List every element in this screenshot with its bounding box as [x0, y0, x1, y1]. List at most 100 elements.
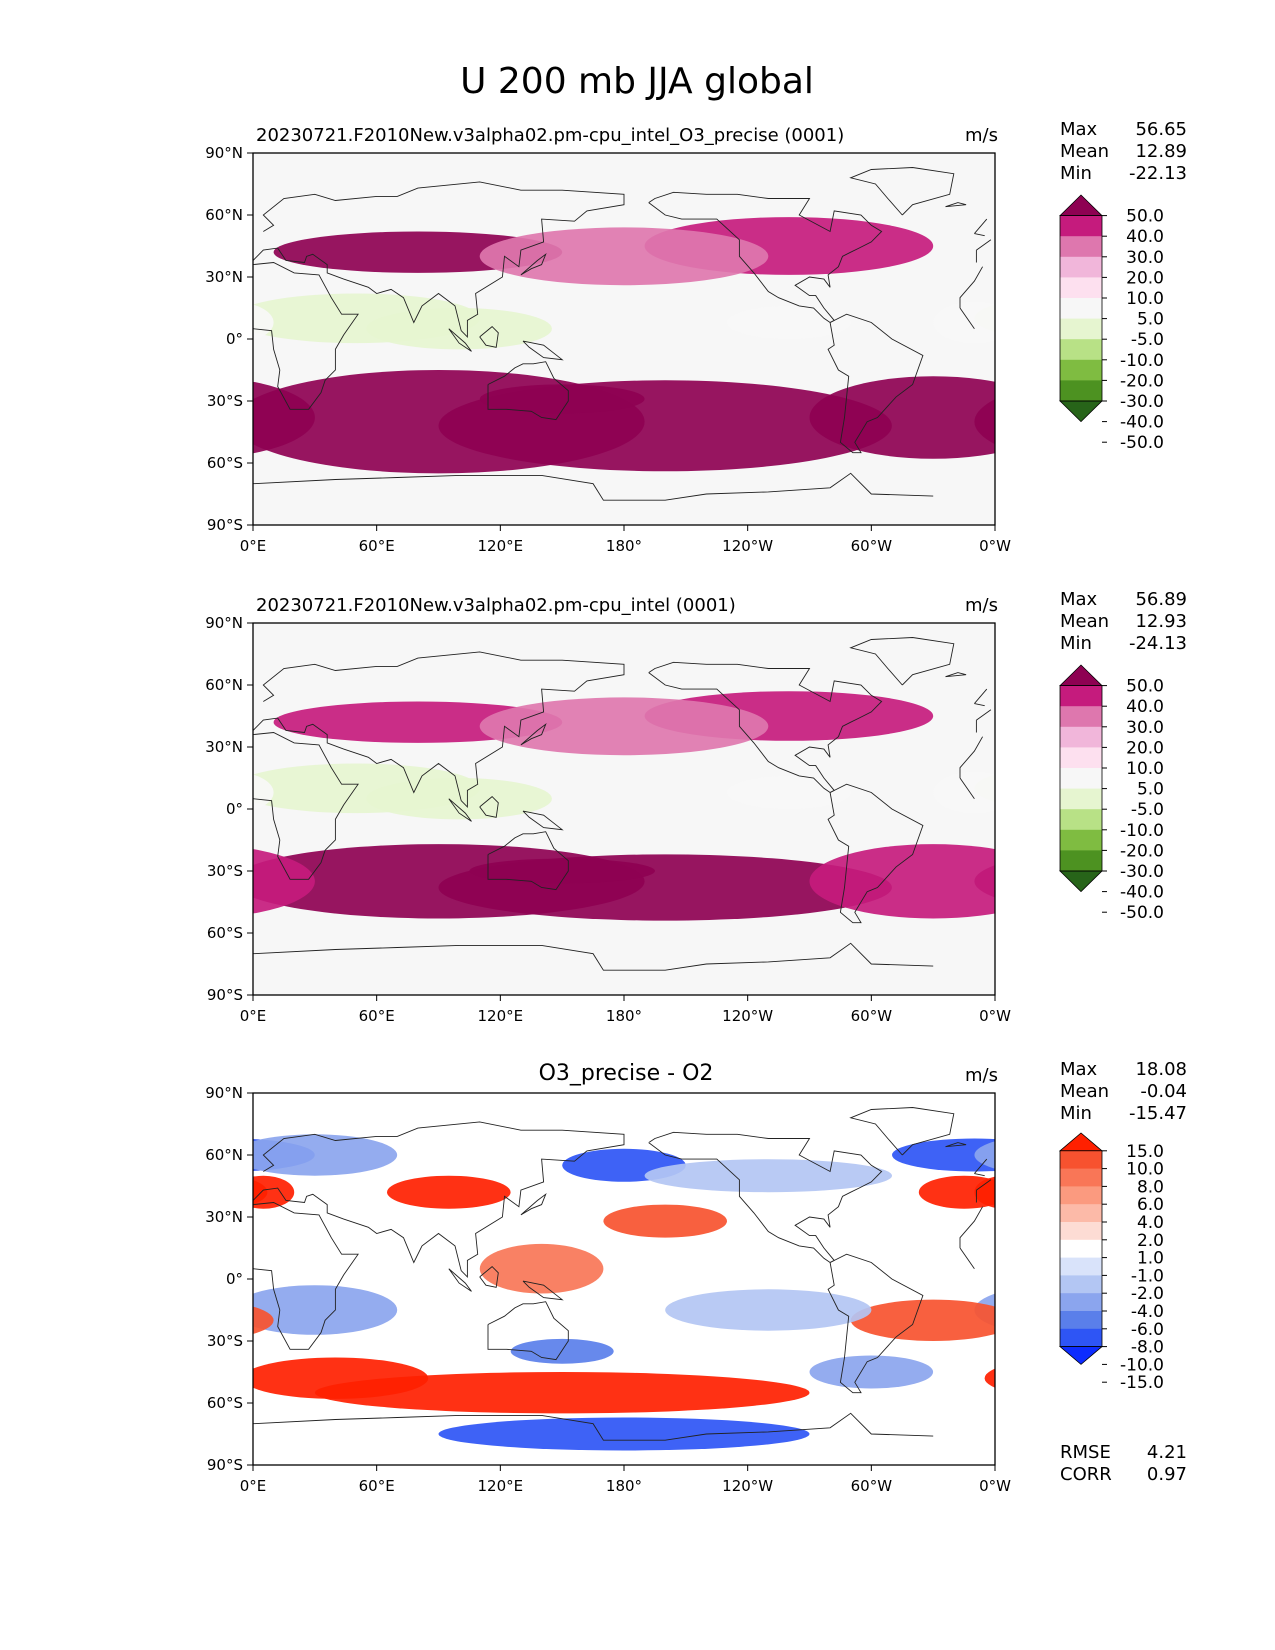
x-tick-label: 60°W	[851, 537, 893, 555]
colorbar-swatch	[1060, 788, 1102, 810]
field-feature-6	[1222, 227, 1275, 285]
field-feature-10	[933, 301, 995, 344]
colorbar-swatch	[1060, 277, 1102, 299]
field-feature-0	[1057, 1372, 1275, 1413]
stat-min-value: -15.47	[1129, 1103, 1187, 1124]
colorbar-label: 20.0	[1126, 738, 1164, 758]
coastline-11	[945, 1142, 967, 1148]
field-feature-1	[253, 1357, 429, 1399]
colorbar-swatch	[1060, 685, 1102, 707]
field-feature-3	[1253, 1339, 1275, 1364]
y-tick-label: 60°S	[207, 1394, 243, 1412]
field-feature-6	[1222, 697, 1275, 755]
colorbar-label: -20.0	[1120, 841, 1164, 861]
field-feature-8	[366, 778, 552, 820]
coastline-7	[520, 1192, 547, 1216]
field-feature-3	[809, 844, 995, 919]
colorbar-extend-max	[1059, 664, 1103, 686]
colorbar-frame	[1059, 685, 1103, 872]
coastline-1	[252, 181, 992, 338]
stat-max-value: 56.89	[1135, 589, 1187, 610]
coastline-11	[945, 672, 967, 678]
colorbar-label: -50.0	[1120, 433, 1164, 453]
stat-max-label: Max	[1060, 1059, 1098, 1080]
coastline-0	[252, 1202, 983, 1350]
coastline-4	[448, 1268, 472, 1292]
colorbar-swatch	[1060, 298, 1102, 319]
field-feature-8	[387, 1175, 511, 1209]
panel-units: m/s	[965, 595, 998, 616]
panel-units: m/s	[965, 125, 998, 146]
field-layer	[0, 623, 1275, 995]
colorbar-label: -10.0	[1120, 351, 1164, 371]
colorbar-swatch	[1060, 1186, 1102, 1205]
colorbar-swatch	[1060, 1328, 1102, 1347]
colorbar-swatch	[1060, 850, 1102, 872]
y-tick-label: 60°N	[205, 676, 243, 694]
colorbar-swatch	[1060, 1257, 1102, 1276]
coastline-6	[522, 340, 564, 361]
field-feature-4	[918, 1175, 995, 1209]
colorbar-swatch	[1060, 236, 1102, 258]
colorbar-label: -30.0	[1120, 392, 1164, 412]
field-feature-16	[68, 1356, 192, 1389]
y-tick-label: 90°S	[207, 986, 243, 1004]
colorbar-extend-max	[1058, 1132, 1104, 1152]
field-feature-9	[253, 1134, 398, 1176]
field-feature-9	[974, 1141, 995, 1169]
x-tick-label: 180°	[606, 1007, 642, 1025]
colorbar-label: -4.0	[1131, 1302, 1164, 1322]
coastline-4	[448, 328, 472, 352]
field-feature-6	[892, 1138, 995, 1172]
colorbar-label: -8.0	[1131, 1338, 1164, 1358]
y-tick-label: 60°N	[205, 1146, 243, 1164]
colorbar-label: 30.0	[1126, 718, 1164, 738]
x-tick-label: 120°W	[722, 1007, 773, 1025]
stat-max-label: Max	[1060, 119, 1098, 140]
x-tick-label: 120°E	[478, 1477, 524, 1495]
colorbar-swatch	[1060, 809, 1102, 831]
coastline-7	[520, 722, 547, 746]
colorbar-label: 40.0	[1126, 697, 1164, 717]
field-feature-0	[314, 1372, 810, 1414]
colorbar-label: 6.0	[1137, 1195, 1164, 1215]
x-tick-label: 0°E	[240, 1007, 267, 1025]
field-feature-2	[1222, 384, 1275, 413]
y-tick-label: 90°N	[205, 614, 243, 632]
field-feature-6	[479, 697, 769, 756]
y-tick-label: 60°N	[205, 206, 243, 224]
field-feature-6	[0, 697, 26, 755]
y-tick-label: 60°S	[207, 924, 243, 942]
coastline-12	[252, 1412, 934, 1441]
field-feature-1	[984, 1368, 995, 1388]
field-feature-1	[0, 380, 150, 471]
stat-mean-value: -0.04	[1140, 1081, 1187, 1102]
field-feature-10	[933, 771, 995, 814]
colorbar-label: -6.0	[1131, 1320, 1164, 1340]
field-layer	[0, 153, 1275, 525]
x-tick-label: 180°	[606, 537, 642, 555]
field-feature-2	[438, 1417, 810, 1451]
colorbar-label: -2.0	[1131, 1284, 1164, 1304]
colorbar-label: 2.0	[1137, 1231, 1164, 1251]
coastline-5	[479, 325, 499, 348]
coastline-3	[487, 1301, 569, 1361]
stats-block: Max 56.65 Mean 12.89 Min -22.13	[1060, 119, 1187, 184]
colorbar-swatch	[1060, 726, 1102, 748]
x-tick-label: 120°E	[478, 537, 524, 555]
colorbar-label: 50.0	[1126, 207, 1164, 227]
field-feature-0	[0, 1372, 68, 1413]
stats-block: Max 56.89 Mean 12.93 Min -24.13	[1060, 589, 1187, 654]
field-feature-14	[253, 1306, 274, 1334]
stat-corr-label: CORR	[1060, 1464, 1112, 1485]
coastline-2	[974, 688, 988, 707]
colorbar-swatch	[1060, 1311, 1102, 1330]
stat-min-label: Min	[1060, 633, 1092, 654]
field-feature-12	[1222, 1244, 1275, 1294]
y-tick-label: 90°S	[207, 1456, 243, 1474]
panel-title: O3_precise - O2	[539, 1061, 714, 1086]
colorbar-label: 10.0	[1126, 289, 1164, 309]
field-feature-1	[0, 854, 150, 920]
coastline-7	[520, 252, 547, 276]
colorbar-label: -30.0	[1120, 862, 1164, 882]
